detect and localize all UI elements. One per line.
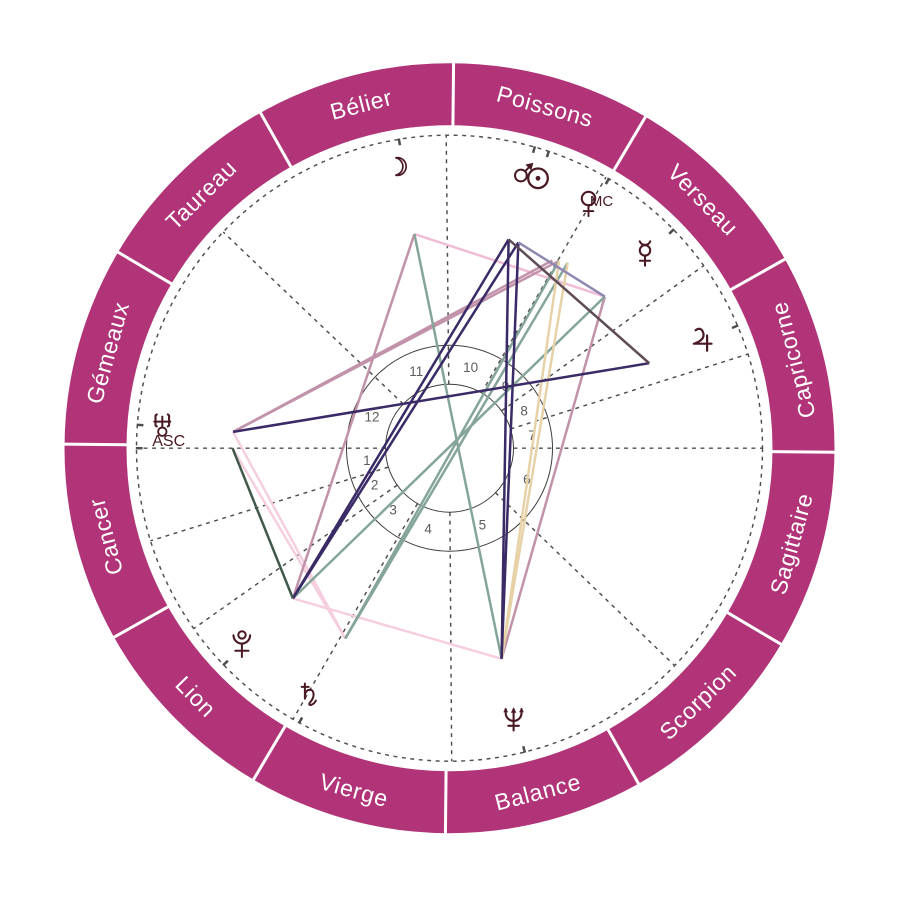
svg-text:11: 11 bbox=[409, 364, 423, 379]
svg-text:2: 2 bbox=[371, 478, 379, 493]
svg-text:1: 1 bbox=[363, 453, 371, 468]
svg-text:3: 3 bbox=[389, 502, 397, 517]
svg-text:5: 5 bbox=[479, 517, 487, 532]
svg-text:10: 10 bbox=[463, 360, 478, 375]
svg-text:12: 12 bbox=[364, 410, 379, 425]
svg-text:7: 7 bbox=[528, 428, 536, 443]
svg-text:8: 8 bbox=[520, 403, 528, 418]
svg-text:4: 4 bbox=[424, 521, 432, 536]
svg-text:ASC: ASC bbox=[152, 433, 185, 450]
